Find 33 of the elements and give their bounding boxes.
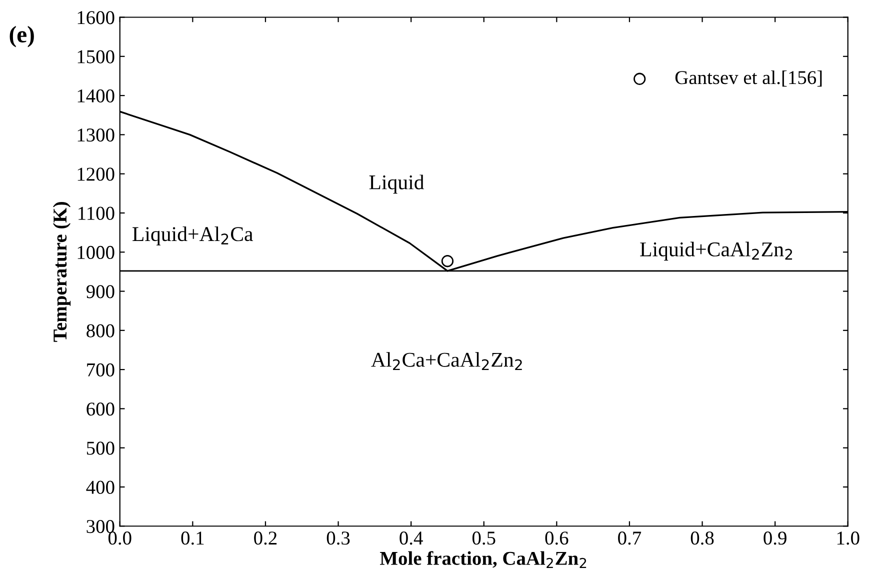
- y-tick-label: 400: [86, 480, 114, 494]
- x-tick-label: 0.9: [764, 532, 786, 545]
- x-tick-label: 0.8: [690, 532, 714, 545]
- y-tick-label: 1400: [78, 89, 114, 102]
- annotation: Liquid+CaAl$_{2}$Zn$_{2}$: [640, 242, 792, 261]
- x-tick-label: 0.7: [618, 532, 642, 545]
- y-tick-label: 300: [86, 520, 114, 534]
- y-tick-label: 500: [86, 442, 114, 455]
- y-tick-label: 900: [86, 285, 114, 298]
- y-tick-label: 1100: [78, 206, 114, 220]
- y-axis-title: Temperature (K): [52, 202, 71, 342]
- y-tick-label: 800: [86, 324, 114, 338]
- annotation: Al$_{2}$Ca+CaAl$_{2}$Zn$_{2}$: [371, 352, 522, 370]
- x-tick-label: 0.2: [254, 532, 277, 545]
- legend-label: Gantsev et al.[156]: [675, 70, 822, 87]
- annotation: Liquid: [369, 174, 424, 194]
- y-tick-label: 600: [86, 402, 114, 416]
- x-axis-title: Mole fraction, CaAl$_{2}$Zn$_{2}$: [380, 551, 586, 568]
- x-tick-label: 1.0: [837, 532, 860, 545]
- chart-title: (e): [10, 26, 34, 48]
- x-tick-label: 0.4: [400, 532, 423, 545]
- y-tick-label: 1500: [78, 50, 114, 64]
- x-tick-label: 0.0: [108, 532, 132, 545]
- x-tick-label: 0.3: [326, 532, 350, 545]
- y-tick-label: 1600: [78, 11, 114, 24]
- x-tick-label: 0.6: [545, 532, 568, 545]
- y-tick-label: 1000: [78, 246, 114, 260]
- y-tick-label: 1300: [78, 128, 114, 142]
- y-tick-label: 1200: [78, 168, 114, 181]
- annotation: Liquid+Al$_{2}$Ca: [132, 226, 253, 246]
- x-tick-label: 0.5: [472, 532, 496, 545]
- y-tick-label: 700: [87, 363, 114, 376]
- x-tick-label: 0.1: [181, 532, 204, 545]
